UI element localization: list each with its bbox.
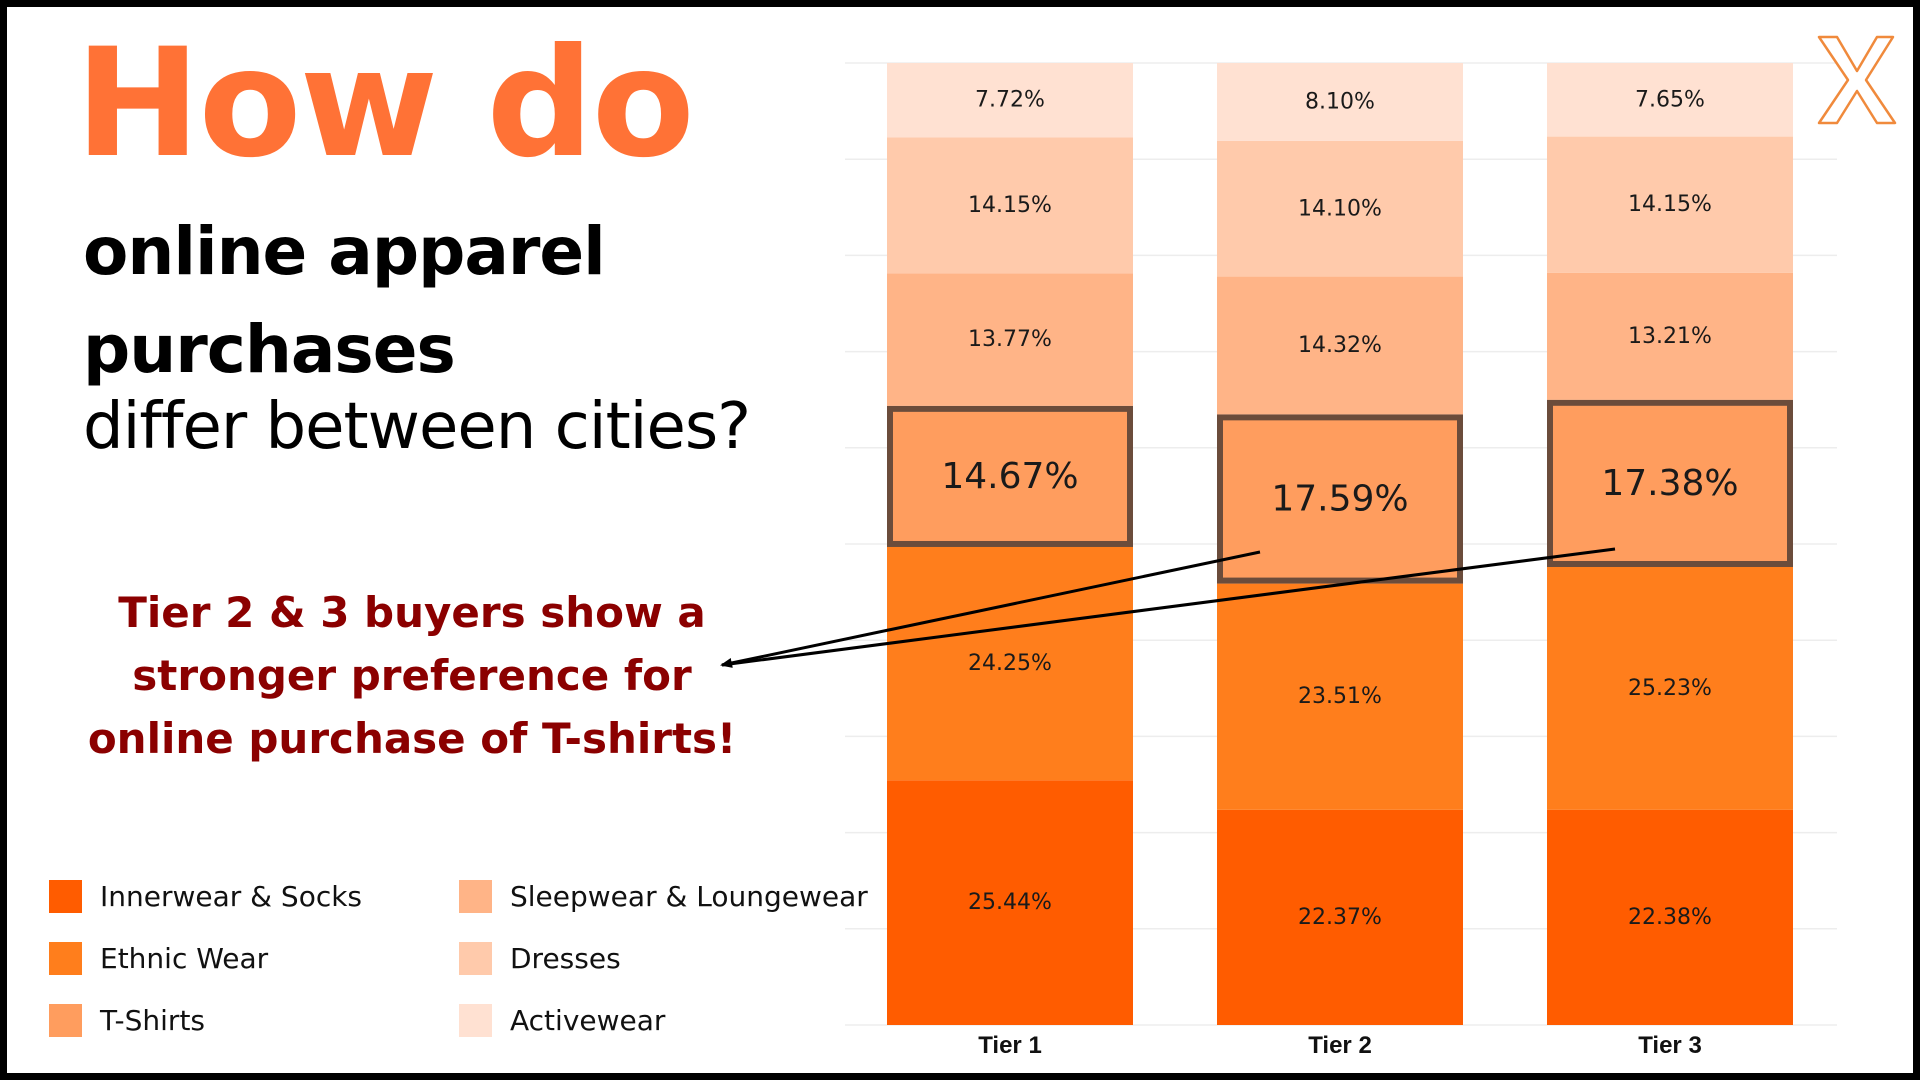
x-tick-label: Tier 3 bbox=[1638, 1032, 1702, 1059]
bar-data-label: 17.59% bbox=[1271, 478, 1408, 519]
callout-arrow bbox=[721, 547, 1616, 667]
legend-label: T-Shirts bbox=[100, 1003, 206, 1037]
stacked-bar-chart: 25.44% 24.25% 14.67% 13.77% 14.15% 7.72% Tier … bbox=[720, 62, 1837, 1059]
bar-segment bbox=[1217, 63, 1463, 141]
legend-item: Dresses bbox=[459, 941, 621, 975]
bar-data-label: 8.10% bbox=[1305, 89, 1375, 114]
bar-segment bbox=[1547, 272, 1793, 400]
bar-data-label: 14.32% bbox=[1298, 333, 1382, 358]
bar-segment bbox=[1547, 399, 1793, 567]
headline: How do bbox=[75, 17, 695, 191]
bar-segment bbox=[1217, 140, 1463, 277]
bar-data-label: 25.44% bbox=[968, 890, 1052, 915]
bar-segment bbox=[1547, 566, 1793, 810]
bar-data-label: 22.37% bbox=[1298, 905, 1382, 930]
legend-swatch bbox=[49, 1003, 82, 1037]
bar-segment bbox=[887, 63, 1133, 138]
legend-item: Sleepwear & Loungewear bbox=[459, 879, 868, 913]
legend-swatch bbox=[459, 1003, 492, 1037]
bar-data-label: 13.21% bbox=[1628, 324, 1712, 349]
legend-label: Sleepwear & Loungewear bbox=[510, 879, 868, 913]
bar-data-label: 25.23% bbox=[1628, 676, 1712, 701]
legend-label: Ethnic Wear bbox=[100, 941, 269, 975]
legend-label: Activewear bbox=[510, 1003, 666, 1037]
bar-segment bbox=[887, 273, 1133, 406]
bar-data-label: 7.72% bbox=[975, 88, 1045, 113]
legend-item: Innerwear & Socks bbox=[49, 879, 362, 913]
bar-data-label: 7.65% bbox=[1635, 87, 1705, 112]
headline-subject: online apparel purchases bbox=[83, 203, 606, 399]
highlight-box bbox=[1217, 414, 1463, 584]
bar-data-label: 14.10% bbox=[1298, 196, 1382, 221]
bar-data-label: 22.38% bbox=[1628, 905, 1712, 930]
legend-swatch bbox=[49, 941, 82, 975]
legend-item: Activewear bbox=[459, 1003, 665, 1037]
bar-data-label: 23.51% bbox=[1298, 684, 1382, 709]
x-tick-label: Tier 1 bbox=[978, 1032, 1042, 1059]
callout-text: Tier 2 & 3 buyers show a stronger prefer… bbox=[67, 581, 757, 770]
legend-swatch bbox=[459, 941, 492, 975]
legend-swatch bbox=[49, 879, 82, 913]
bar-segment bbox=[1547, 136, 1793, 273]
brand-x-logo-icon bbox=[1817, 35, 1897, 125]
bar-segment bbox=[1217, 414, 1463, 584]
legend-label: Innerwear & Socks bbox=[100, 879, 363, 913]
bar-data-label: 13.77% bbox=[968, 327, 1052, 352]
bar-data-label: 14.67% bbox=[941, 456, 1078, 497]
callout-line3: online purchase of T-shirts! bbox=[87, 714, 737, 763]
headline-question: differ between cities? bbox=[83, 390, 751, 464]
callout-line1: Tier 2 & 3 buyers show a bbox=[118, 588, 706, 637]
bar-segment bbox=[887, 780, 1133, 1025]
bar-segment bbox=[887, 405, 1133, 547]
bar-data-label: 17.38% bbox=[1601, 463, 1738, 504]
bar-data-label: 24.25% bbox=[968, 651, 1052, 676]
callout-line2: stronger preference for bbox=[132, 651, 692, 700]
legend-label: Dresses bbox=[510, 941, 621, 975]
bar-segment bbox=[887, 137, 1133, 274]
legend-item: Ethnic Wear bbox=[49, 941, 268, 975]
legend-item: T-Shirts bbox=[49, 1003, 205, 1037]
bar-segment bbox=[1547, 809, 1793, 1025]
highlight-box bbox=[1547, 399, 1793, 567]
highlight-box bbox=[887, 405, 1133, 547]
x-tick-label: Tier 2 bbox=[1308, 1032, 1372, 1059]
bar-segment bbox=[1547, 63, 1793, 137]
bar-data-label: 14.15% bbox=[1628, 192, 1712, 217]
legend-swatch bbox=[459, 879, 492, 913]
headline-subject-line2: purchases bbox=[83, 311, 456, 388]
callout-arrow bbox=[720, 550, 1261, 668]
bar-segment bbox=[1217, 276, 1463, 415]
headline-subject-line1: online apparel bbox=[83, 213, 606, 290]
bar-segment bbox=[1217, 583, 1463, 810]
bar-data-label: 14.15% bbox=[968, 193, 1052, 218]
bar-segment bbox=[1217, 809, 1463, 1025]
